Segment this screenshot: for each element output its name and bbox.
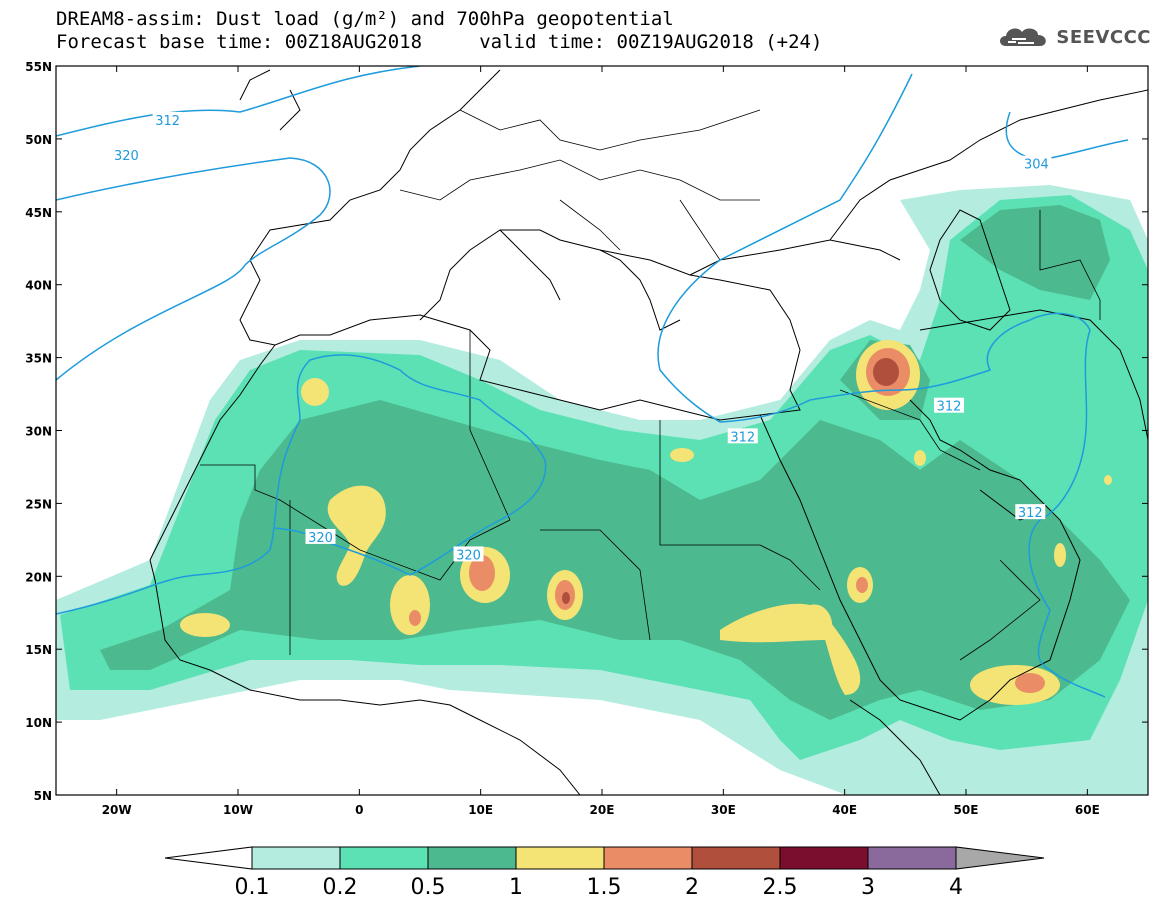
contour-label-bg [305, 528, 336, 544]
x-tick-label: 30E [711, 803, 736, 817]
contour-label-bg [934, 397, 965, 413]
contour-label-bg [111, 146, 142, 162]
x-tick-label: 50E [954, 803, 979, 817]
contour-label-bg [727, 428, 758, 444]
colorbar-low-arrow [164, 846, 253, 870]
y-tick-label: 5N [34, 789, 52, 803]
y-tick-label: 40N [25, 279, 52, 293]
colorbar-segment [603, 846, 693, 870]
cloud-icon [1000, 28, 1047, 46]
x-tick-label: 20W [102, 803, 132, 817]
colorbar-high-arrow [955, 846, 1045, 870]
colorbar-segment [867, 846, 957, 870]
x-tick-label: 10W [223, 803, 253, 817]
y-tick-label: 45N [25, 206, 52, 220]
axis-ticks: 20W 10W 0 10E 20E 30E 40E 50E 60E 5N 10N 15N 20N 25N 3… [25, 60, 1148, 817]
y-tick-label: 15N [25, 643, 52, 657]
seevccc-logo: SEEVCCC [996, 22, 1151, 52]
country-borders [200, 109, 1101, 661]
colorbar-label: 3 [861, 875, 875, 900]
colorbar-segment [779, 846, 869, 870]
y-tick-label: 55N [25, 60, 52, 74]
map-title: DREAM8-assim: Dust load (g/m²) and 700hP… [56, 8, 674, 30]
dust-hotspots-2gm2 [562, 358, 899, 604]
contour-label: 304 [1024, 158, 1049, 173]
contour-320-north [56, 157, 331, 381]
contour-312-east [657, 73, 1106, 698]
contour-labels: 312 320 304 312 312 320 320 312 [111, 111, 1052, 563]
x-tick-label: 10E [468, 803, 493, 817]
contour-312-north [56, 66, 421, 137]
colorbar-segment [339, 846, 429, 870]
colorbar-segment [691, 846, 781, 870]
contour-label: 320 [456, 548, 481, 563]
contour-label: 320 [114, 149, 139, 164]
colorbar: 0.1 0.2 0.5 1 1.5 2 2.5 3 4 [164, 846, 1045, 900]
dust-area-caspian-heavy [960, 205, 1110, 300]
x-tick-label: 20E [590, 803, 615, 817]
x-tick-label: 60E [1075, 803, 1100, 817]
colorbar-label: 0.5 [411, 875, 446, 900]
colorbar-segment [515, 846, 605, 870]
y-tick-label: 20N [25, 570, 52, 584]
contour-label: 312 [730, 430, 755, 445]
colorbar-segment [251, 846, 341, 870]
contour-label-bg [1015, 504, 1046, 520]
forecast-time-subtitle: Forecast base time: 00Z18AUG2018 valid t… [56, 31, 823, 53]
dust-shading [56, 185, 1148, 795]
colorbar-label: 4 [949, 875, 963, 900]
contour-label: 312 [937, 400, 962, 415]
y-tick-label: 10N [25, 716, 52, 730]
y-tick-label: 30N [25, 425, 52, 439]
contour-label-bg [453, 546, 484, 562]
contour-label: 312 [155, 114, 180, 129]
contour-label-bg [1021, 155, 1052, 171]
colorbar-segment [427, 846, 517, 870]
colorbar-label: 2.5 [763, 875, 798, 900]
y-tick-label: 35N [25, 352, 52, 366]
dust-area-heavy [100, 400, 1130, 720]
colorbar-label: 1.5 [587, 875, 622, 900]
colorbar-label: 0.2 [323, 875, 358, 900]
x-tick-label: 40E [832, 803, 857, 817]
y-tick-label: 50N [25, 133, 52, 147]
contour-320-south [56, 354, 547, 615]
colorbar-label: 0.1 [235, 875, 270, 900]
contour-label-bg [152, 111, 183, 127]
x-tick-label: 0 [355, 803, 363, 817]
colorbar-label: 2 [685, 875, 699, 900]
contour-label: 320 [308, 531, 333, 546]
logo-text: SEEVCCC [1056, 26, 1151, 48]
colorbar-label: 1 [509, 875, 523, 900]
contour-label: 312 [1018, 506, 1043, 521]
y-tick-label: 25N [25, 497, 52, 511]
